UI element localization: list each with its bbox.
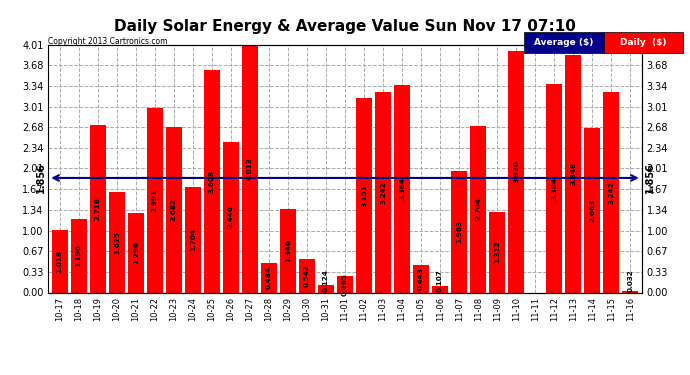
Text: 0.443: 0.443: [418, 267, 424, 290]
Bar: [375, 92, 391, 292]
Text: 2.718: 2.718: [95, 197, 101, 220]
Text: 2.446: 2.446: [228, 206, 234, 228]
Bar: [451, 171, 467, 292]
Bar: [52, 230, 68, 292]
Text: 4.013: 4.013: [247, 157, 253, 180]
Bar: [128, 213, 144, 292]
Text: 1.196: 1.196: [76, 244, 81, 267]
Bar: [394, 85, 410, 292]
Bar: [147, 108, 163, 292]
Bar: [109, 192, 125, 292]
Bar: [223, 141, 239, 292]
Bar: [299, 259, 315, 292]
Text: 1.963: 1.963: [456, 220, 462, 243]
Text: 1.296: 1.296: [132, 241, 139, 264]
Text: 3.848: 3.848: [570, 162, 576, 185]
Text: Copyright 2013 Cartronics.com: Copyright 2013 Cartronics.com: [48, 38, 168, 46]
Bar: [622, 291, 638, 292]
Bar: [70, 219, 87, 292]
Text: 2.991: 2.991: [152, 189, 158, 212]
Bar: [204, 70, 220, 292]
Bar: [261, 262, 277, 292]
Text: 1.312: 1.312: [494, 241, 500, 263]
Text: 3.364: 3.364: [399, 177, 405, 200]
Text: 1.018: 1.018: [57, 250, 63, 273]
Bar: [603, 92, 620, 292]
Text: 0.124: 0.124: [323, 269, 329, 292]
Text: 1.856: 1.856: [35, 162, 46, 194]
Text: 1.346: 1.346: [285, 240, 291, 262]
Bar: [280, 209, 296, 292]
Bar: [185, 188, 201, 292]
Text: Daily  ($): Daily ($): [620, 38, 667, 47]
Text: 0.032: 0.032: [627, 269, 633, 292]
Bar: [565, 55, 581, 292]
Text: 0.265: 0.265: [342, 273, 348, 296]
Text: 2.663: 2.663: [589, 199, 595, 222]
Bar: [546, 84, 562, 292]
Bar: [166, 127, 182, 292]
Bar: [90, 125, 106, 292]
Bar: [508, 51, 524, 292]
Text: 3.242: 3.242: [380, 181, 386, 204]
Text: 3.151: 3.151: [361, 184, 367, 207]
Text: 3.242: 3.242: [609, 181, 614, 204]
Text: 2.682: 2.682: [171, 198, 177, 221]
Text: 3.920: 3.920: [513, 160, 519, 183]
Bar: [489, 211, 505, 292]
Text: 2.704: 2.704: [475, 198, 481, 220]
Text: Daily Solar Energy & Average Value Sun Nov 17 07:10: Daily Solar Energy & Average Value Sun N…: [114, 19, 576, 34]
Text: 1.625: 1.625: [114, 231, 120, 254]
Bar: [241, 45, 258, 292]
Text: 3.384: 3.384: [551, 177, 558, 200]
Bar: [337, 276, 353, 292]
Bar: [470, 126, 486, 292]
Text: 3.608: 3.608: [209, 170, 215, 193]
Bar: [318, 285, 334, 292]
Text: 0.107: 0.107: [437, 269, 443, 292]
Text: Average ($): Average ($): [534, 38, 594, 47]
Bar: [413, 265, 429, 292]
Bar: [432, 286, 448, 292]
Text: 0.542: 0.542: [304, 264, 310, 287]
Bar: [356, 98, 372, 292]
Text: 1.856: 1.856: [644, 162, 655, 194]
Text: 1.704: 1.704: [190, 228, 196, 251]
Bar: [584, 128, 600, 292]
Text: 0.484: 0.484: [266, 266, 272, 289]
